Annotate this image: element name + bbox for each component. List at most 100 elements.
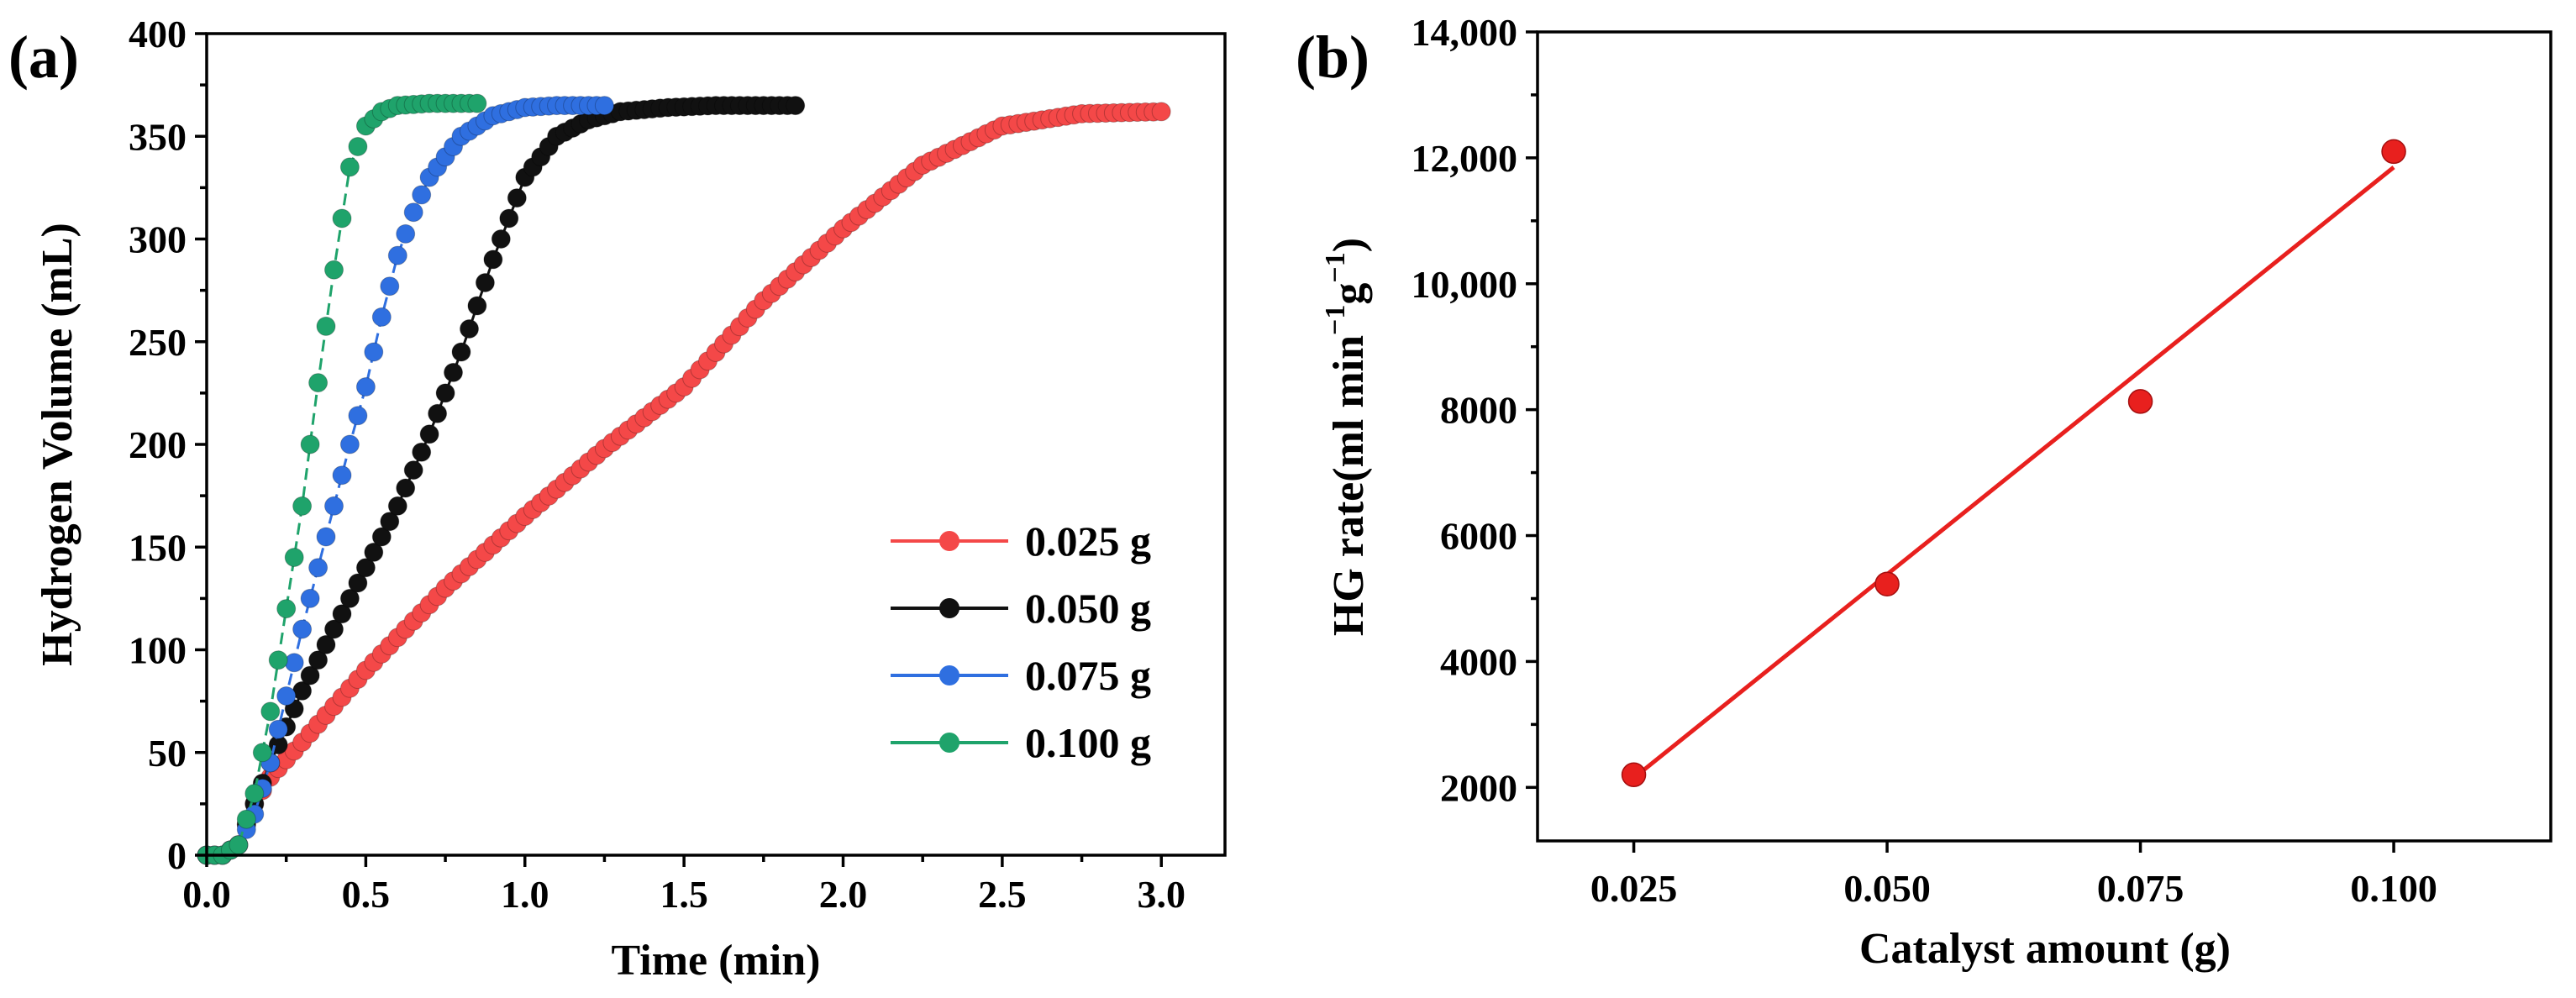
data-point-s3-13 bbox=[300, 434, 320, 454]
panel-a-label: (a) bbox=[8, 24, 79, 91]
y-tick-label-a-200: 200 bbox=[129, 423, 187, 466]
legend-label-0025: 0.025 g bbox=[1025, 517, 1151, 565]
data-point-s2-22 bbox=[371, 307, 392, 327]
panel-b-fit-line-group bbox=[1632, 165, 2395, 780]
data-point-s2-26 bbox=[403, 202, 423, 223]
y-tick-label-b-12000: 12,000 bbox=[1412, 137, 1518, 180]
data-point-s1-13 bbox=[300, 665, 320, 685]
x-tick-label-b-3: 0.100 bbox=[2350, 867, 2437, 910]
data-point-s3-16 bbox=[324, 260, 344, 280]
data-point-s2-18 bbox=[339, 434, 360, 454]
panel-b-label: (b) bbox=[1296, 24, 1369, 91]
x-tick-label-a-1.0: 1.0 bbox=[501, 873, 549, 916]
x-tick-label-b-1: 0.050 bbox=[1843, 867, 1931, 910]
panel-a-y-tick-labels: 0 50 100 150 200 250 300 350 400 bbox=[129, 13, 187, 877]
data-point-s1-35 bbox=[475, 273, 495, 292]
data-point-b-1 bbox=[1874, 571, 1900, 596]
y-tick-label-a-250: 250 bbox=[129, 321, 187, 364]
data-point-s1-27 bbox=[412, 442, 432, 462]
y-tick-label-a-350: 350 bbox=[129, 115, 187, 158]
data-point-s3-6 bbox=[244, 784, 265, 804]
data-point-s1-18 bbox=[339, 588, 360, 608]
data-point-b-3 bbox=[2381, 139, 2406, 165]
legend-marker-0100 bbox=[939, 733, 959, 753]
data-point-s1-29 bbox=[428, 403, 448, 423]
data-point-s2-25 bbox=[396, 223, 416, 244]
data-point-b-2 bbox=[2127, 389, 2153, 414]
y-tick-label-b-8000: 8000 bbox=[1440, 389, 1517, 432]
data-point-s1-33 bbox=[460, 319, 479, 339]
data-point-s2-13 bbox=[300, 588, 320, 608]
data-point-s0-120 bbox=[1151, 102, 1171, 122]
data-point-s1-32 bbox=[451, 342, 471, 362]
data-point-s2-14 bbox=[308, 558, 329, 578]
data-point-s2-11 bbox=[284, 653, 304, 673]
x-tick-label-b-0: 0.025 bbox=[1590, 867, 1678, 910]
x-tick-label-a-2.5: 2.5 bbox=[978, 873, 1027, 916]
data-point-s3-10 bbox=[276, 599, 297, 619]
data-point-s1-31 bbox=[444, 362, 463, 382]
data-point-s2-24 bbox=[387, 245, 407, 265]
data-point-s2-17 bbox=[332, 465, 352, 486]
panel-a-x-axis-title: Time (min) bbox=[612, 937, 821, 985]
data-point-s2-27 bbox=[412, 185, 432, 205]
y-tick-label-b-2000: 2000 bbox=[1440, 766, 1517, 809]
data-point-s1-36 bbox=[483, 250, 503, 270]
legend-label-0075: 0.075 g bbox=[1025, 652, 1151, 699]
legend-entry-0025: 0.025 g bbox=[891, 517, 1151, 565]
data-point-s3-11 bbox=[284, 548, 304, 567]
data-point-s3-17 bbox=[332, 208, 352, 228]
data-point-s2-10 bbox=[276, 686, 297, 706]
series-0100 bbox=[197, 93, 487, 865]
panel-b-y-axis-title: HG rate(ml min−1g−1) bbox=[1320, 238, 1373, 636]
data-point-s1-17 bbox=[332, 604, 352, 624]
y-tick-label-a-400: 400 bbox=[129, 13, 187, 55]
x-tick-label-a-1.5: 1.5 bbox=[660, 873, 708, 916]
data-point-s1-25 bbox=[396, 478, 416, 498]
data-point-s2-12 bbox=[292, 619, 313, 639]
data-point-s1-37 bbox=[491, 229, 511, 249]
panel-a-y-axis-title: Hydrogen Volume (mL) bbox=[34, 223, 81, 666]
data-point-s3-7 bbox=[252, 743, 272, 763]
data-point-s3-8 bbox=[260, 701, 281, 722]
data-point-s3-19 bbox=[348, 137, 368, 156]
fit-line bbox=[1632, 165, 2395, 780]
legend-label-0050: 0.050 g bbox=[1025, 585, 1151, 632]
data-point-s1-14 bbox=[308, 650, 329, 670]
data-point-s1-21 bbox=[364, 542, 384, 562]
panel-b-points-group bbox=[1621, 139, 2406, 788]
y-tick-label-a-0: 0 bbox=[167, 834, 187, 877]
data-point-s1-23 bbox=[380, 512, 400, 532]
legend-entry-0100: 0.100 g bbox=[891, 719, 1151, 766]
y-tick-label-b-14000: 14,000 bbox=[1412, 11, 1518, 54]
data-point-s3-34 bbox=[467, 93, 487, 113]
y-tick-label-b-10000: 10,000 bbox=[1412, 263, 1518, 306]
data-point-s1-26 bbox=[403, 460, 423, 481]
data-point-s2-50 bbox=[594, 96, 614, 116]
panel-b-axis-ticks bbox=[1526, 30, 2395, 853]
data-point-b-0 bbox=[1621, 762, 1647, 788]
panel-a-x-tick-labels: 0.0 0.5 1.0 1.5 2.0 2.5 3.0 bbox=[182, 873, 1185, 916]
data-point-s1-16 bbox=[324, 619, 344, 639]
panel-b-hg-rate-chart: (b) 2000 4000 6000 8000 10,000 12,000 14,000 0… bbox=[1296, 11, 2552, 973]
data-point-s1-24 bbox=[387, 496, 407, 516]
legend-marker-0050 bbox=[939, 598, 959, 618]
data-point-s3-18 bbox=[339, 157, 360, 177]
panel-b-plot-frame bbox=[1536, 30, 2552, 843]
data-point-s3-14 bbox=[308, 373, 329, 393]
data-point-s1-74 bbox=[786, 96, 806, 116]
data-point-s2-16 bbox=[324, 496, 344, 516]
x-tick-label-b-2: 0.075 bbox=[2097, 867, 2184, 910]
x-tick-label-a-0.5: 0.5 bbox=[342, 873, 391, 916]
data-point-s3-15 bbox=[316, 316, 336, 336]
panel-a-hydrogen-volume-chart: (a) 0 50 100 150 200 250 300 350 400 0.0 0.5 1.0 1.… bbox=[8, 13, 1227, 985]
panel-b-y-tick-labels: 2000 4000 6000 8000 10,000 12,000 14,000 bbox=[1412, 11, 1518, 809]
legend-label-0100: 0.100 g bbox=[1025, 719, 1151, 766]
x-tick-label-a-2.0: 2.0 bbox=[819, 873, 868, 916]
data-point-s1-22 bbox=[371, 527, 392, 547]
data-point-s1-34 bbox=[467, 296, 487, 316]
data-point-s2-15 bbox=[316, 527, 336, 547]
panel-b-x-tick-labels: 0.025 0.050 0.075 0.100 bbox=[1590, 867, 2437, 910]
data-point-s2-21 bbox=[364, 342, 384, 362]
